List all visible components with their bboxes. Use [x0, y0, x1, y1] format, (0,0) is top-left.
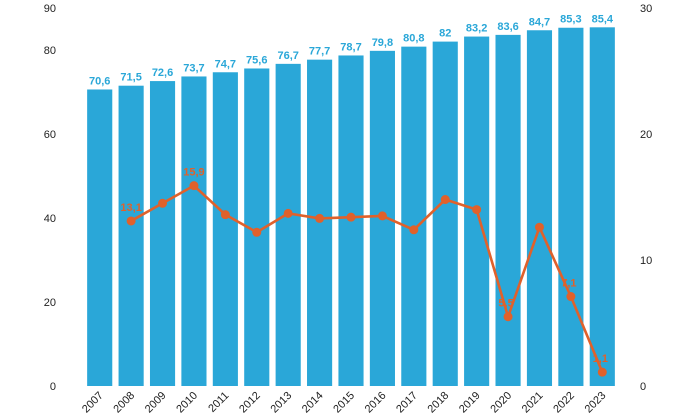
line-point-2016 — [377, 211, 387, 221]
line-point-2012 — [252, 227, 262, 237]
x-tick-label: 2021 — [520, 390, 546, 416]
bar-2009 — [149, 81, 176, 386]
line-series — [126, 181, 607, 377]
x-tick-label: 2014 — [300, 390, 326, 416]
bar-2010 — [181, 76, 207, 387]
left-y-tick: 40 — [44, 213, 56, 225]
line-point-2011 — [220, 210, 230, 220]
x-tick-label: 2008 — [111, 390, 137, 416]
bar-value-label: 85,3 — [560, 14, 581, 26]
x-tick-label: 2007 — [80, 390, 106, 416]
line-point-2010 — [189, 181, 199, 191]
line-point-2019 — [472, 205, 482, 215]
line-point-2020 — [503, 312, 513, 322]
bar-value-label: 84,7 — [529, 16, 550, 28]
bar-value-label: 80,8 — [403, 33, 424, 45]
bar-2013 — [275, 63, 301, 387]
bar-2011 — [212, 72, 238, 386]
bar-value-label: 73,7 — [183, 62, 204, 74]
bar-value-labels: 70,6 71,5 72,6 73,7 74,7 75,6 76,7 77,7 78,7 79,8… — [89, 13, 614, 87]
bar-value-label: 83,2 — [466, 23, 487, 35]
bar-value-label: 72,6 — [152, 67, 173, 79]
bar-value-label: 74,7 — [215, 58, 236, 70]
bar-value-label: 77,7 — [309, 46, 330, 58]
line-point-2021 — [534, 222, 544, 232]
line-point-2013 — [283, 208, 293, 218]
x-tick-label: 2011 — [206, 390, 231, 415]
left-y-tick: 90 — [44, 3, 56, 15]
line-point-2014 — [315, 213, 325, 223]
x-tick-label: 2020 — [488, 390, 514, 416]
line-value-labels: 13,1 15,9 5,5 7,1 1,1 — [120, 167, 608, 365]
line-point-2008 — [126, 216, 136, 226]
x-tick-label: 2015 — [331, 390, 357, 416]
line-point-2015 — [346, 212, 356, 222]
bar-series — [87, 27, 615, 387]
line-point-2017 — [409, 225, 419, 235]
left-y-tick: 80 — [44, 45, 56, 57]
left-y-tick: 60 — [44, 129, 56, 141]
right-y-tick: 30 — [640, 3, 652, 15]
bar-value-label: 70,6 — [89, 75, 110, 87]
line-point-2022 — [566, 292, 576, 302]
line-value-label: 1,1 — [593, 353, 608, 365]
line-point-2018 — [440, 195, 450, 205]
bar-value-label: 85,4 — [592, 13, 614, 25]
bar-2021 — [526, 30, 553, 386]
x-tick-label: 2010 — [174, 390, 200, 416]
x-tick-label: 2019 — [457, 390, 483, 416]
left-y-axis: 0 20 40 60 80 90 — [44, 3, 56, 393]
bar-value-label: 71,5 — [120, 72, 141, 84]
right-y-tick: 20 — [640, 129, 652, 141]
right-y-axis: 0 10 20 30 — [640, 3, 652, 393]
line-point-2009 — [158, 198, 168, 208]
line-value-label: 5,5 — [498, 298, 513, 310]
x-tick-label: 2017 — [394, 390, 420, 416]
bar-2008 — [118, 85, 144, 386]
bar-2018 — [432, 41, 458, 386]
x-tick-label: 2023 — [583, 390, 609, 416]
bar-value-label: 83,6 — [497, 21, 518, 33]
bar-2017 — [401, 46, 427, 386]
line-point-2023 — [597, 367, 607, 377]
left-y-tick: 20 — [44, 297, 56, 309]
x-tick-label: 2018 — [426, 390, 452, 416]
right-y-tick: 10 — [640, 255, 652, 267]
x-tick-label: 2022 — [551, 390, 577, 416]
x-tick-label: 2009 — [143, 390, 169, 416]
bar-value-label: 78,7 — [340, 41, 361, 53]
line-value-label: 13,1 — [120, 202, 141, 214]
x-tick-label: 2013 — [268, 390, 294, 416]
right-y-tick: 0 — [640, 381, 646, 393]
line-value-label: 7,1 — [561, 278, 576, 290]
bar-2020 — [495, 34, 521, 386]
bar-value-label: 76,7 — [277, 50, 298, 62]
bar-value-label: 79,8 — [372, 37, 393, 49]
x-tick-label: 2016 — [363, 390, 389, 416]
bar-value-label: 82 — [439, 28, 451, 40]
bar-2023 — [589, 27, 615, 386]
left-y-tick: 0 — [50, 381, 56, 393]
bar-2007 — [87, 89, 113, 386]
bar-2022 — [558, 27, 584, 387]
line-path — [130, 184, 604, 373]
bar-value-label: 75,6 — [246, 54, 267, 66]
x-axis: 2007 2008 2009 2010 2011 2012 2013 2014 2015 2016… — [80, 390, 608, 416]
line-value-label: 15,9 — [183, 167, 204, 179]
x-tick-label: 2012 — [237, 390, 263, 416]
